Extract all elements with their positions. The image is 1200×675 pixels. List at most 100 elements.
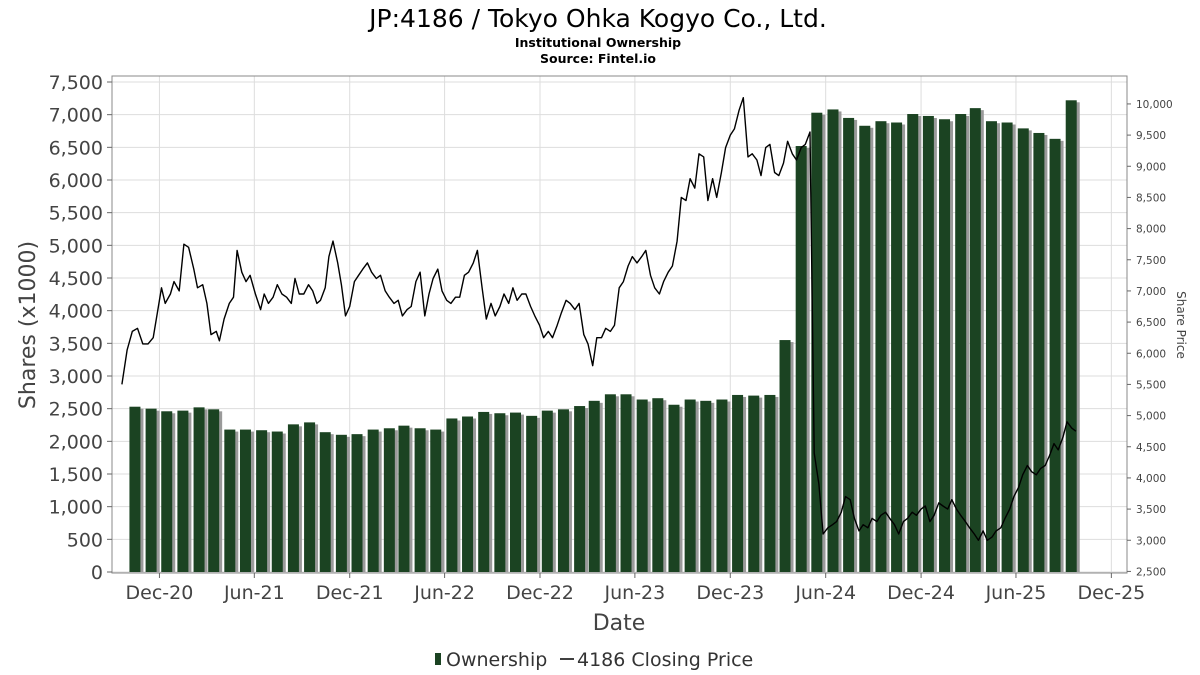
y-tick-label: 2,500 [49,399,103,421]
ownership-bar [129,406,141,572]
ownership-bar [827,109,839,572]
y2-tick-label: 9,000 [1136,161,1166,173]
y2-tick-label: 9,500 [1136,130,1166,142]
ownership-bar [700,400,712,572]
price-line [121,96,1077,541]
ownership-bar [764,394,776,572]
x-axis: Dec-20 Jun-21 Dec-21 Jun-22 Dec-22 Jun-23 Dec-… [126,573,1145,604]
ownership-bar [541,410,553,572]
ownership-bar [907,114,919,572]
ownership-bar [588,400,600,572]
y-axis-left: 0 500 1,000 1,500 2,000 2,500 3,000 3,500 4,000 4… [49,72,112,584]
legend-ownership-label: Ownership [446,649,547,671]
ownership-bar [922,115,934,573]
y-tick-label: 5,500 [49,203,103,225]
ownership-bar [684,399,696,572]
ownership-bar [1017,128,1029,573]
ownership-bar [414,428,426,572]
ownership-bar [145,408,157,572]
ownership-bar [304,422,316,572]
y2-tick-label: 5,500 [1136,379,1166,391]
ownership-bars [129,100,1080,573]
x-tick-label: Jun-24 [794,582,856,604]
y2-tick-label: 7,500 [1136,255,1166,267]
ownership-bar [1049,138,1061,572]
x-tick-label: Dec-20 [126,582,194,604]
ownership-bar [193,407,205,572]
ownership-bar [604,394,616,572]
plot-area-border [111,75,1128,574]
x-tick-label: Jun-23 [604,582,666,604]
ownership-bar [1065,100,1077,572]
ownership-bar [795,146,807,572]
y-tick-label: 2,000 [49,431,103,453]
ownership-bar [716,399,728,572]
y-tick-label: 5,000 [49,235,103,257]
ownership-bar [494,413,506,572]
ownership-bar [969,108,981,572]
ownership-bar [779,340,791,572]
y-tick-label: 6,000 [49,170,103,192]
y2-tick-label: 2,500 [1136,566,1166,578]
legend-price-label: 4186 Closing Price [577,649,753,671]
ownership-bar [367,429,379,572]
ownership-bar [239,429,251,572]
ownership-bar [319,432,331,572]
ownership-bar [526,415,538,572]
ownership-bar [668,404,680,572]
chart-title: JP:4186 / Tokyo Ohka Kogyo Co., Ltd. [367,4,827,33]
y2-tick-label: 3,500 [1136,504,1166,516]
x-tick-label: Dec-22 [506,582,574,604]
x-tick-label: Jun-21 [223,582,285,604]
ownership-bar [574,406,586,572]
y-tick-label: 500 [67,529,103,551]
y-tick-label: 1,000 [49,497,103,519]
ownership-bar [335,434,347,572]
y2-tick-label: 6,000 [1136,348,1166,360]
y-tick-label: 7,500 [49,72,103,94]
ownership-bar [446,418,458,572]
chart-source: Source: Fintel.io [540,51,656,66]
ownership-bar [256,430,268,572]
ownership-bar [398,425,410,572]
x-tick-label: Jun-22 [413,582,475,604]
x-tick-label: Dec-21 [316,582,384,604]
ownership-bar [161,411,173,572]
ownership-bar [955,114,967,572]
ownership-bar [875,121,887,572]
ownership-bar [462,416,474,572]
ownership-bar [732,394,744,572]
y-tick-label: 1,500 [49,464,103,486]
y2-tick-label: 4,000 [1136,473,1166,485]
price-series-line [121,96,1077,541]
legend: Ownership 4186 Closing Price [435,649,753,671]
y2-tick-label: 6,500 [1136,317,1166,329]
y-tick-label: 6,500 [49,137,103,159]
ownership-bar [891,122,903,573]
ownership-bar [478,411,490,572]
ownership-bar [224,429,236,572]
ownership-bar [748,395,760,572]
ownership-bar [351,434,363,572]
y2-tick-label: 7,000 [1136,286,1166,298]
y-tick-label: 7,000 [49,105,103,127]
y2-tick-label: 4,500 [1136,442,1166,454]
ownership-bar [287,424,299,572]
chart-subtitle: Institutional Ownership [515,35,681,50]
x-tick-label: Jun-25 [985,582,1047,604]
ownership-bar [557,409,569,572]
x-tick-label: Dec-23 [696,582,764,604]
legend-ownership-swatch [435,653,441,665]
ownership-bar [652,398,664,572]
y-tick-label: 3,000 [49,366,103,388]
y2-tick-label: 8,000 [1136,224,1166,236]
x-tick-label: Dec-25 [1077,582,1145,604]
ownership-bar [811,112,823,572]
y-axis-label: Shares (x1000) [16,241,41,409]
ownership-bar [985,121,997,572]
y2-tick-label: 8,500 [1136,192,1166,204]
y-tick-label: 4,000 [49,301,103,323]
y2-axis-label: Share Price [1174,291,1188,359]
ownership-bar [430,429,442,572]
